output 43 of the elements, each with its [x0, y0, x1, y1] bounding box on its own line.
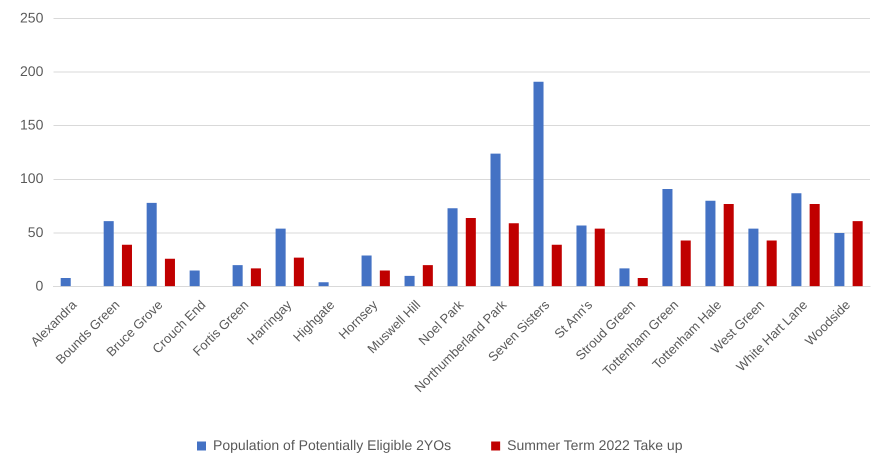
bar [294, 258, 304, 286]
bar [508, 223, 519, 286]
bar [810, 204, 820, 286]
bar [552, 244, 562, 286]
bar [490, 154, 501, 286]
bar [576, 225, 587, 286]
bar [766, 240, 777, 286]
y-tick-label: 150 [20, 116, 44, 133]
bar [146, 202, 157, 286]
y-tick-label: 200 [20, 62, 44, 79]
bar [834, 232, 844, 286]
bar [318, 282, 329, 286]
bar [250, 268, 261, 286]
bar [164, 258, 175, 286]
bar [724, 204, 734, 286]
bar [466, 218, 476, 286]
bar [276, 228, 286, 286]
legend-label: Population of Potentially Eligible 2YOs [213, 436, 452, 453]
bar [448, 208, 458, 286]
bar [680, 240, 691, 286]
bar [748, 228, 758, 286]
legend-label: Summer Term 2022 Take up [507, 436, 683, 453]
bar [232, 265, 243, 286]
bar [791, 193, 802, 286]
bar [122, 244, 132, 286]
bar [404, 276, 415, 286]
y-tick-label: 0 [36, 277, 44, 294]
bar [638, 278, 648, 286]
bar [662, 188, 672, 286]
bar [594, 228, 605, 286]
bar [380, 270, 390, 286]
bar [190, 270, 200, 286]
y-tick-label: 250 [20, 9, 44, 26]
bar [533, 82, 544, 286]
bar [362, 255, 372, 286]
bar [852, 221, 863, 286]
bar [104, 221, 114, 286]
bar [619, 268, 630, 286]
y-tick-label: 50 [28, 224, 44, 240]
bar [422, 265, 433, 286]
bar [60, 278, 71, 286]
y-tick-label: 100 [20, 170, 44, 186]
bar [705, 200, 716, 286]
